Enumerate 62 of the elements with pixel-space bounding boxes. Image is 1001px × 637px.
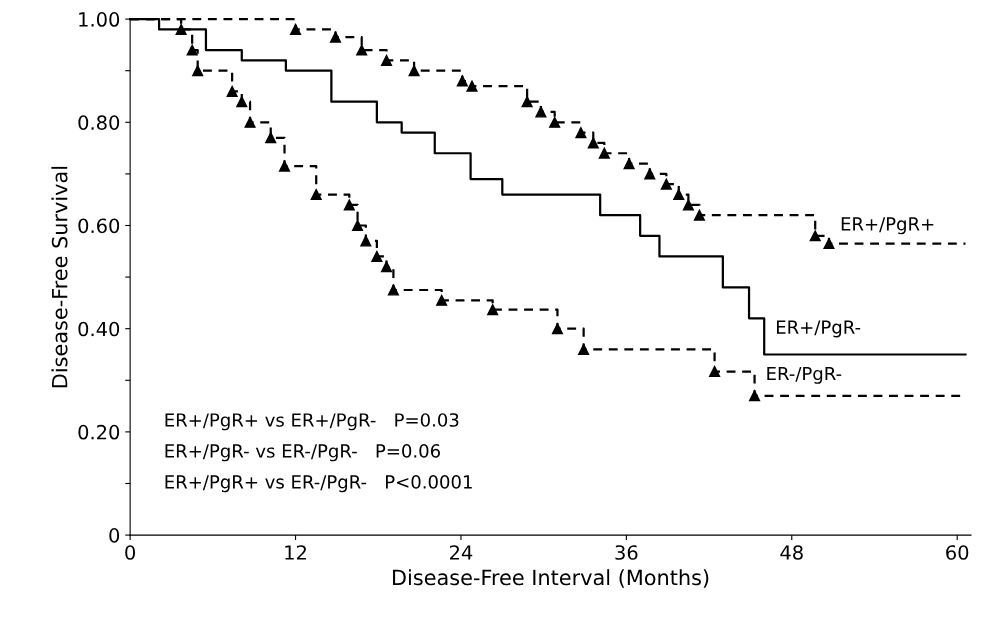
y-tick-label: 0.80 [78,115,120,130]
annotation: ER+/PgR- vs ER-/PgR- P=0.06 [165,444,440,462]
series-label: ER+/PgR+ [841,217,934,235]
point [623,158,635,170]
point [549,116,561,128]
point [535,106,547,118]
y-tick-label: 0.60 [78,218,120,234]
y-tick-label: 0.40 [78,321,120,337]
x-axis-title: Disease-Free Interval (Months) [393,569,709,588]
point [186,44,198,56]
point [192,65,204,77]
annotation: ER+/PgR+ vs ER-/PgR- P<0.0001 [165,475,472,493]
point [436,294,448,306]
point [356,44,368,56]
point [487,304,499,316]
point [352,219,364,232]
point [236,96,248,108]
point [380,54,393,66]
annotation: ER+/PgR+ vs ER+/PgR- P=0.03 [165,413,459,431]
x-tick-label: 36 [615,545,638,560]
point [387,284,399,296]
point [329,31,342,43]
point [575,127,587,139]
point [408,65,420,77]
y-tick-label: 0 [109,528,120,543]
point [682,199,694,211]
point [175,23,187,35]
series-label: ER+/PgR- [777,320,861,338]
point [310,188,322,201]
point [466,80,478,92]
y-tick-label: 1.00 [79,12,120,27]
point [371,250,383,263]
point [289,23,302,35]
point [578,343,590,355]
point [551,323,563,335]
y-tick-label: 0.20 [78,424,120,440]
point [644,168,656,180]
x-tick-label: 48 [780,545,803,560]
point [226,85,238,97]
x-tick-label: 24 [450,545,473,560]
series-label: ER-/PgR- [767,366,842,384]
x-tick-label: 60 [946,545,969,560]
point [343,199,355,211]
point [598,147,610,159]
y-axis-title: Disease-Free Survival [51,166,68,388]
point [278,160,291,172]
x-tick-label: 0 [125,545,136,560]
point [749,390,761,402]
point [709,365,721,378]
point [693,209,705,221]
x-tick-label: 12 [285,545,306,560]
point [265,132,277,144]
point [360,235,372,247]
point [521,96,533,108]
point [660,178,672,190]
point [673,188,685,201]
point [456,75,468,87]
point [380,261,393,273]
point [823,238,835,250]
point [587,137,599,149]
point [244,116,256,128]
point [809,230,821,242]
